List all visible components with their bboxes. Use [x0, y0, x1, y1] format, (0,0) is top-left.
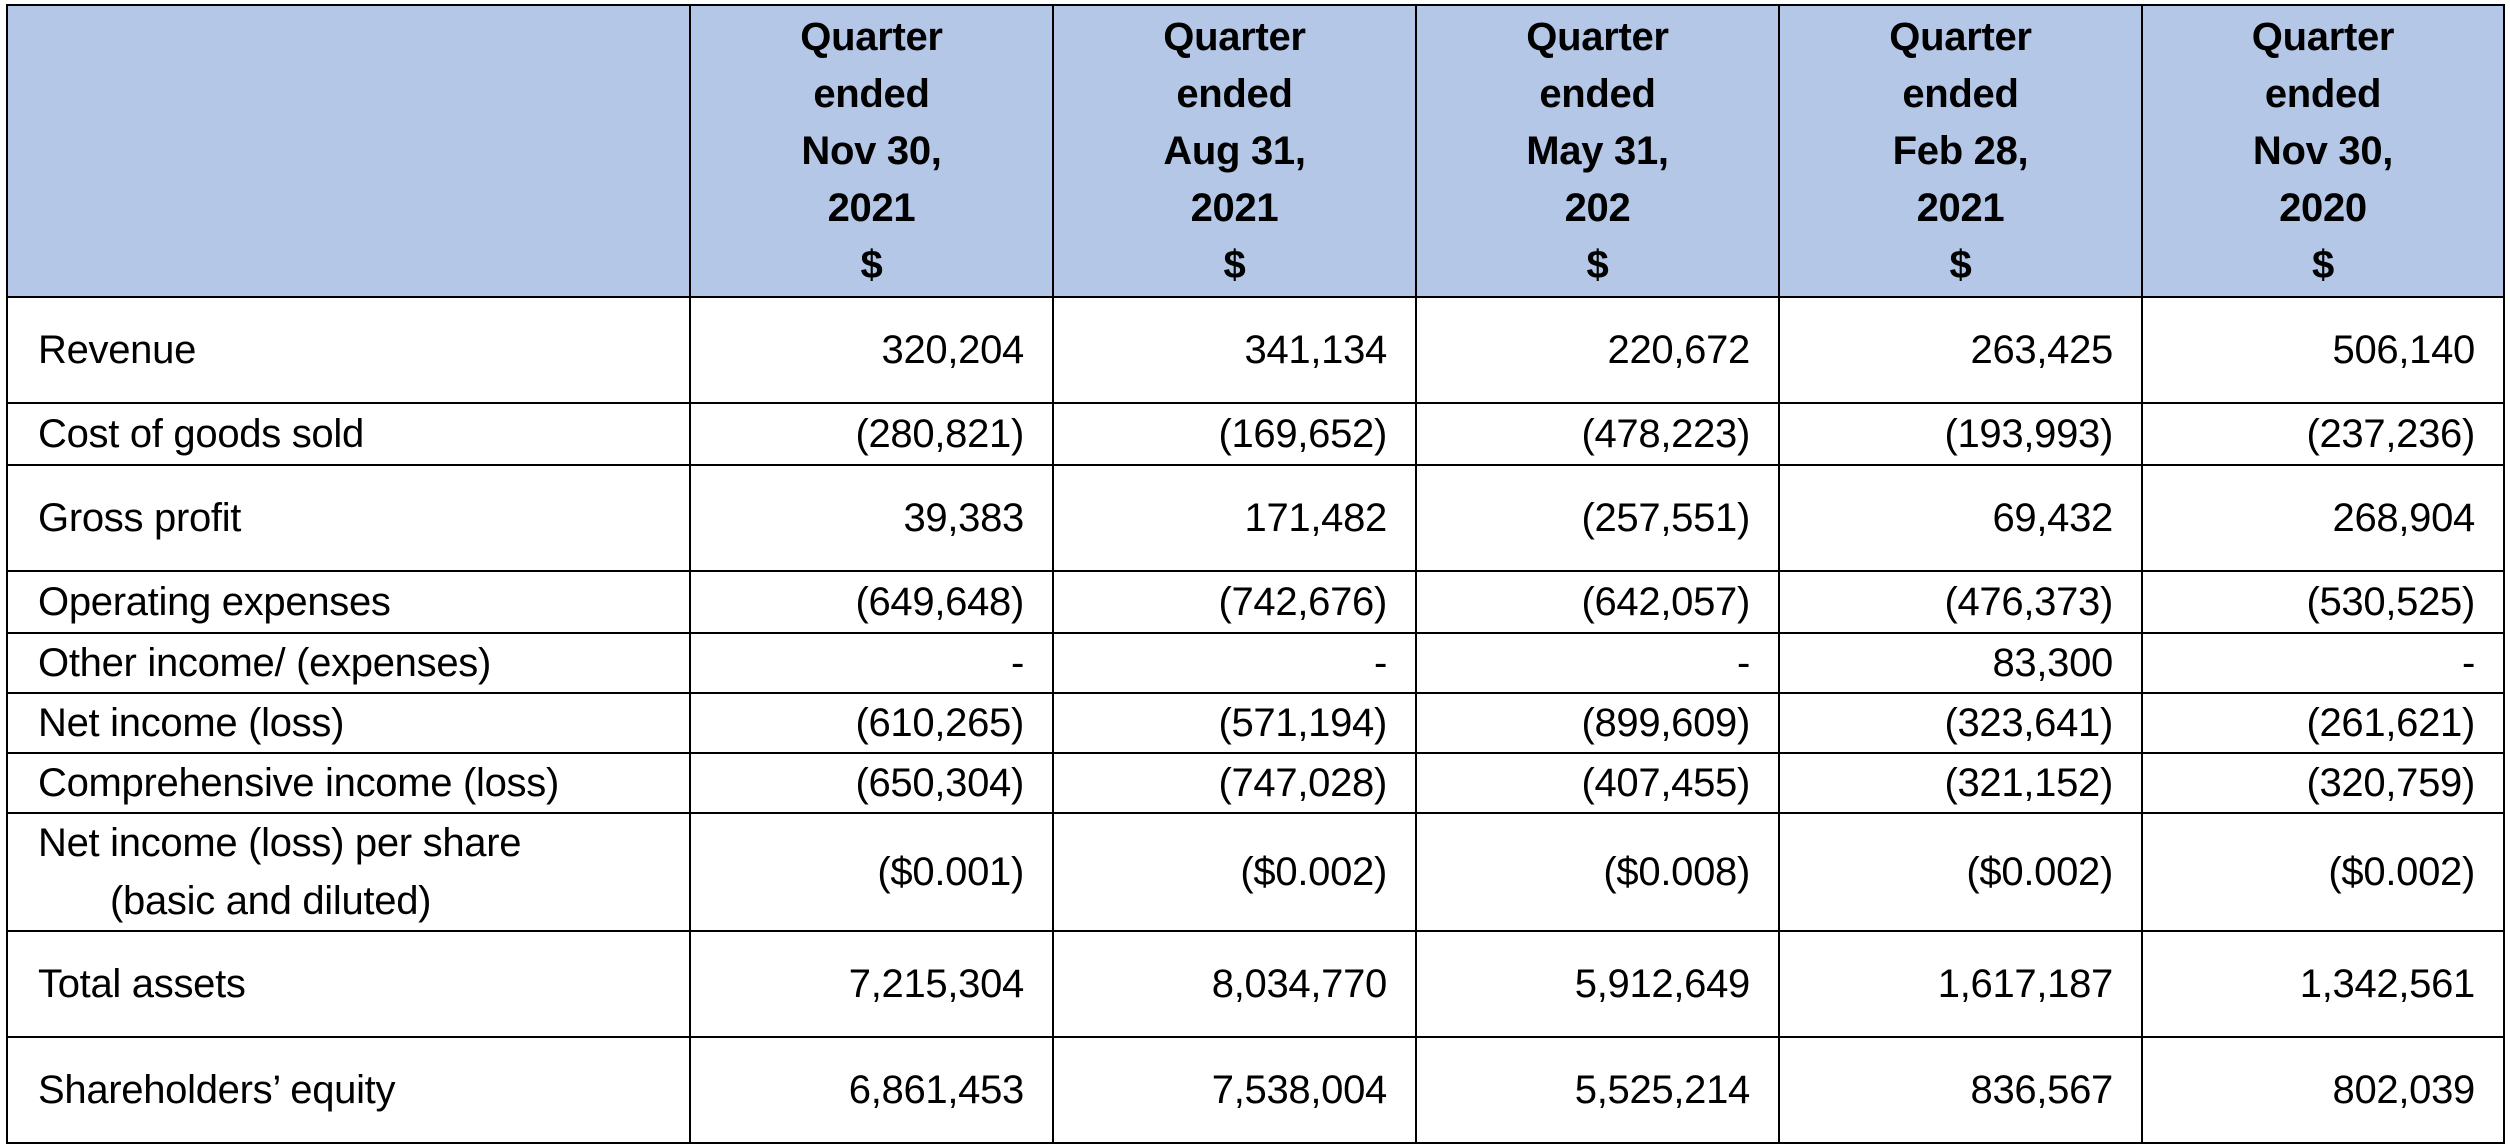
header-corner-cell	[6, 4, 691, 298]
table-cell: -	[2141, 632, 2505, 694]
row-label: Revenue	[6, 296, 691, 404]
table-cell: -	[1052, 632, 1417, 694]
table-cell: 39,383	[689, 464, 1054, 572]
table-cell: (610,265)	[689, 692, 1054, 754]
table-row-cost-of-goods-sold: Cost of goods sold (280,821) (169,652) (…	[6, 402, 2505, 466]
table-cell: 83,300	[1778, 632, 2143, 694]
table-cell: (476,373)	[1778, 570, 2143, 634]
table-cell: (899,609)	[1415, 692, 1780, 754]
table-cell: (407,455)	[1415, 752, 1780, 814]
table-cell: (478,223)	[1415, 402, 1780, 466]
table-cell: 506,140	[2141, 296, 2505, 404]
table-cell: (321,152)	[1778, 752, 2143, 814]
table-cell: ($0.008)	[1415, 812, 1780, 932]
table-row-other-income: Other income/ (expenses) - - - 83,300 -	[6, 632, 2505, 694]
table-cell: (257,551)	[1415, 464, 1780, 572]
table-cell: 220,672	[1415, 296, 1780, 404]
table-cell: (742,676)	[1052, 570, 1417, 634]
table-cell: (261,621)	[2141, 692, 2505, 754]
table-cell: 69,432	[1778, 464, 2143, 572]
row-label: Net income (loss)	[6, 692, 691, 754]
table-cell: (280,821)	[689, 402, 1054, 466]
table-cell: (169,652)	[1052, 402, 1417, 466]
table-cell: (193,993)	[1778, 402, 2143, 466]
table-row-revenue: Revenue 320,204 341,134 220,672 263,425 …	[6, 296, 2505, 404]
table-cell: (237,236)	[2141, 402, 2505, 466]
table-row-net-income: Net income (loss) (610,265) (571,194) (8…	[6, 692, 2505, 754]
table-cell: 1,617,187	[1778, 930, 2143, 1038]
table-cell: 7,538,004	[1052, 1036, 1417, 1144]
row-label: Gross profit	[6, 464, 691, 572]
table-row-gross-profit: Gross profit 39,383 171,482 (257,551) 69…	[6, 464, 2505, 572]
table-cell: 1,342,561	[2141, 930, 2505, 1038]
table-cell: -	[689, 632, 1054, 694]
table-cell: 5,912,649	[1415, 930, 1780, 1038]
row-label-line2: (basic and diluted)	[110, 879, 432, 923]
table-cell: ($0.001)	[689, 812, 1054, 932]
table-cell: (642,057)	[1415, 570, 1780, 634]
table-row-comprehensive-income: Comprehensive income (loss) (650,304) (7…	[6, 752, 2505, 814]
table-cell: 7,215,304	[689, 930, 1054, 1038]
table-cell: (650,304)	[689, 752, 1054, 814]
table-cell: (320,759)	[2141, 752, 2505, 814]
table-cell: 171,482	[1052, 464, 1417, 572]
table-cell: ($0.002)	[1052, 812, 1417, 932]
table-cell: (323,641)	[1778, 692, 2143, 754]
row-label: Total assets	[6, 930, 691, 1038]
table-cell: ($0.002)	[2141, 812, 2505, 932]
table-row-total-assets: Total assets 7,215,304 8,034,770 5,912,6…	[6, 930, 2505, 1038]
table-row-shareholders-equity: Shareholders’ equity 6,861,453 7,538,004…	[6, 1036, 2505, 1144]
table-cell: ($0.002)	[1778, 812, 2143, 932]
table-cell: 5,525,214	[1415, 1036, 1780, 1144]
column-header: Quarter ended Aug 31, 2021 $	[1052, 4, 1417, 298]
row-label: Cost of goods sold	[6, 402, 691, 466]
column-header: Quarter ended Nov 30, 2021 $	[689, 4, 1054, 298]
table-cell: 6,861,453	[689, 1036, 1054, 1144]
table-cell: 341,134	[1052, 296, 1417, 404]
column-header: Quarter ended May 31, 202 $	[1415, 4, 1780, 298]
table-cell: (747,028)	[1052, 752, 1417, 814]
table-cell: 8,034,770	[1052, 930, 1417, 1038]
row-label: Shareholders’ equity	[6, 1036, 691, 1144]
table-cell: 320,204	[689, 296, 1054, 404]
table-cell: 263,425	[1778, 296, 2143, 404]
row-label: Net income (loss) per share (basic and d…	[6, 812, 691, 932]
table-cell: -	[1415, 632, 1780, 694]
table-row-operating-expenses: Operating expenses (649,648) (742,676) (…	[6, 570, 2505, 634]
table-cell: (530,525)	[2141, 570, 2505, 634]
row-label: Operating expenses	[6, 570, 691, 634]
table-cell: 268,904	[2141, 464, 2505, 572]
column-header: Quarter ended Feb 28, 2021 $	[1778, 4, 2143, 298]
quarterly-financial-table: Quarter ended Nov 30, 2021 $ Quarter end…	[6, 4, 2505, 1144]
row-label-line1: Net income (loss) per share	[38, 821, 522, 865]
table-cell: 836,567	[1778, 1036, 2143, 1144]
column-header: Quarter ended Nov 30, 2020 $	[2141, 4, 2505, 298]
table-cell: (649,648)	[689, 570, 1054, 634]
row-label: Other income/ (expenses)	[6, 632, 691, 694]
table-row-net-income-per-share: Net income (loss) per share (basic and d…	[6, 812, 2505, 932]
row-label: Comprehensive income (loss)	[6, 752, 691, 814]
table-cell: (571,194)	[1052, 692, 1417, 754]
header-row: Quarter ended Nov 30, 2021 $ Quarter end…	[6, 4, 2505, 298]
table-cell: 802,039	[2141, 1036, 2505, 1144]
